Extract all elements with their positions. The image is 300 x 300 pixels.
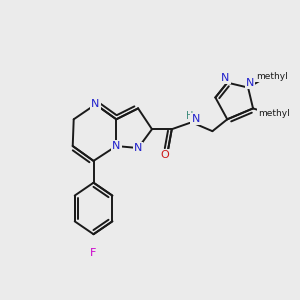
Text: N: N <box>134 143 142 153</box>
Text: H: H <box>186 111 193 121</box>
Text: methyl: methyl <box>256 72 288 81</box>
Text: N: N <box>112 141 121 151</box>
Text: F: F <box>90 248 97 258</box>
Text: methyl: methyl <box>258 109 290 118</box>
Text: O: O <box>160 150 169 160</box>
Text: N: N <box>91 99 100 110</box>
Text: N: N <box>221 73 230 83</box>
Text: N: N <box>191 114 200 124</box>
Text: N: N <box>246 78 254 88</box>
